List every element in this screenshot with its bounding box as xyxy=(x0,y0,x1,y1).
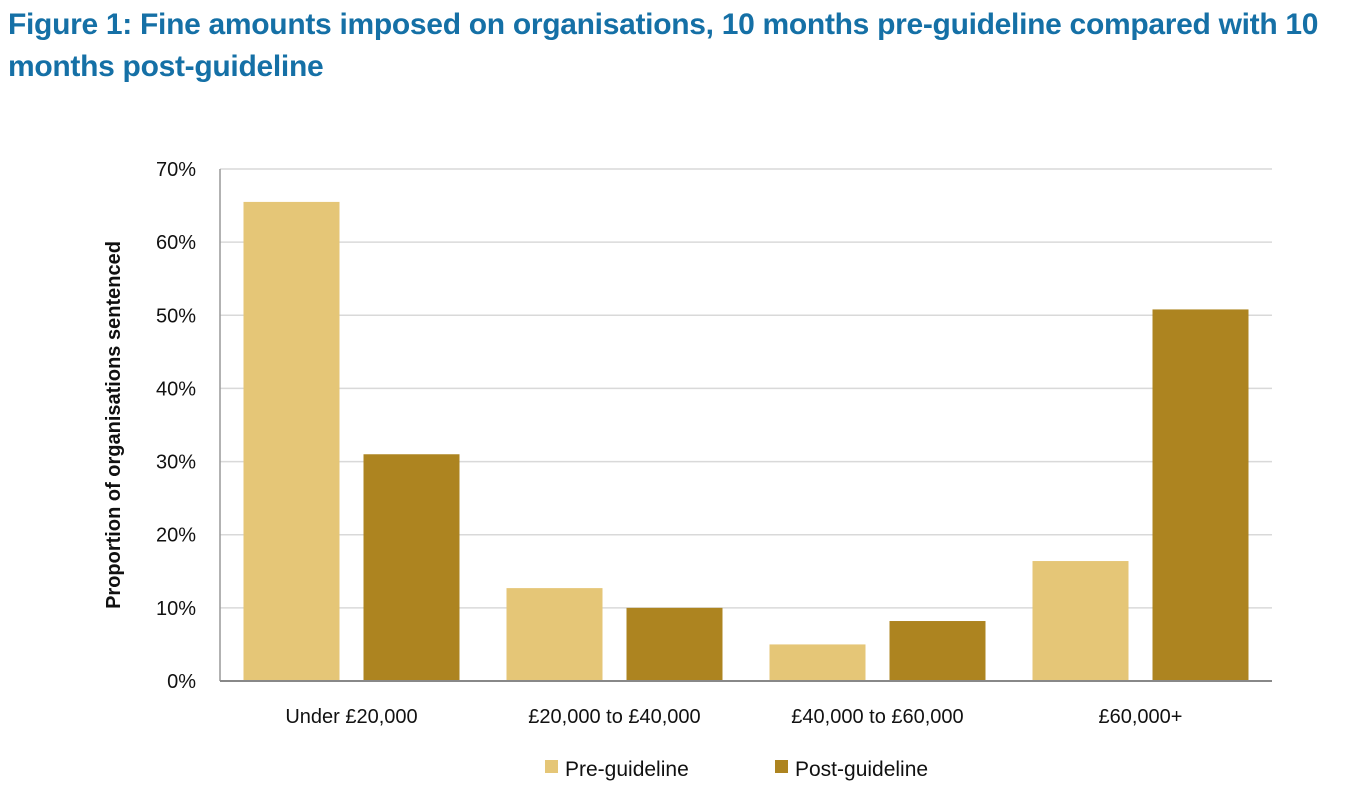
y-tick-label: 40% xyxy=(156,378,196,400)
x-tick-label: £40,000 to £60,000 xyxy=(791,706,963,728)
bar-post-guideline-0 xyxy=(363,454,460,681)
x-tick-label: £20,000 to £40,000 xyxy=(528,706,700,728)
x-tick-label: Under £20,000 xyxy=(285,706,417,728)
legend-label: Pre-guideline xyxy=(565,758,689,781)
y-axis-ticks: 0% 10% 20% 30% 40% 50% 60% 70% xyxy=(156,159,196,693)
bar-post-guideline-2 xyxy=(889,621,986,681)
figure-title: Figure 1: Fine amounts imposed on organi… xyxy=(8,8,1319,83)
bar-post-guideline-3 xyxy=(1152,309,1249,681)
y-tick-label: 10% xyxy=(156,598,196,620)
y-tick-label: 0% xyxy=(167,671,196,693)
legend: Pre-guideline Post-guideline xyxy=(545,758,928,781)
y-tick-label: 70% xyxy=(156,159,196,181)
y-tick-label: 50% xyxy=(156,305,196,327)
bar-pre-guideline-1 xyxy=(506,588,603,681)
bar-pre-guideline-0 xyxy=(243,201,340,681)
legend-swatch xyxy=(775,760,788,773)
bar-post-guideline-1 xyxy=(626,607,723,681)
y-tick-label: 60% xyxy=(156,232,196,254)
bar-pre-guideline-3 xyxy=(1032,561,1129,681)
x-tick-label: £60,000+ xyxy=(1099,706,1183,728)
y-axis-label: Proportion of organisations sentenced xyxy=(103,241,125,609)
bar-pre-guideline-2 xyxy=(769,644,866,681)
bars xyxy=(243,201,1249,681)
y-tick-label: 20% xyxy=(156,525,196,547)
y-tick-label: 30% xyxy=(156,452,196,474)
legend-label: Post-guideline xyxy=(795,758,928,781)
x-axis-ticks: Under £20,000 £20,000 to £40,000 £40,000 t… xyxy=(285,706,1182,728)
legend-swatch xyxy=(545,760,558,773)
